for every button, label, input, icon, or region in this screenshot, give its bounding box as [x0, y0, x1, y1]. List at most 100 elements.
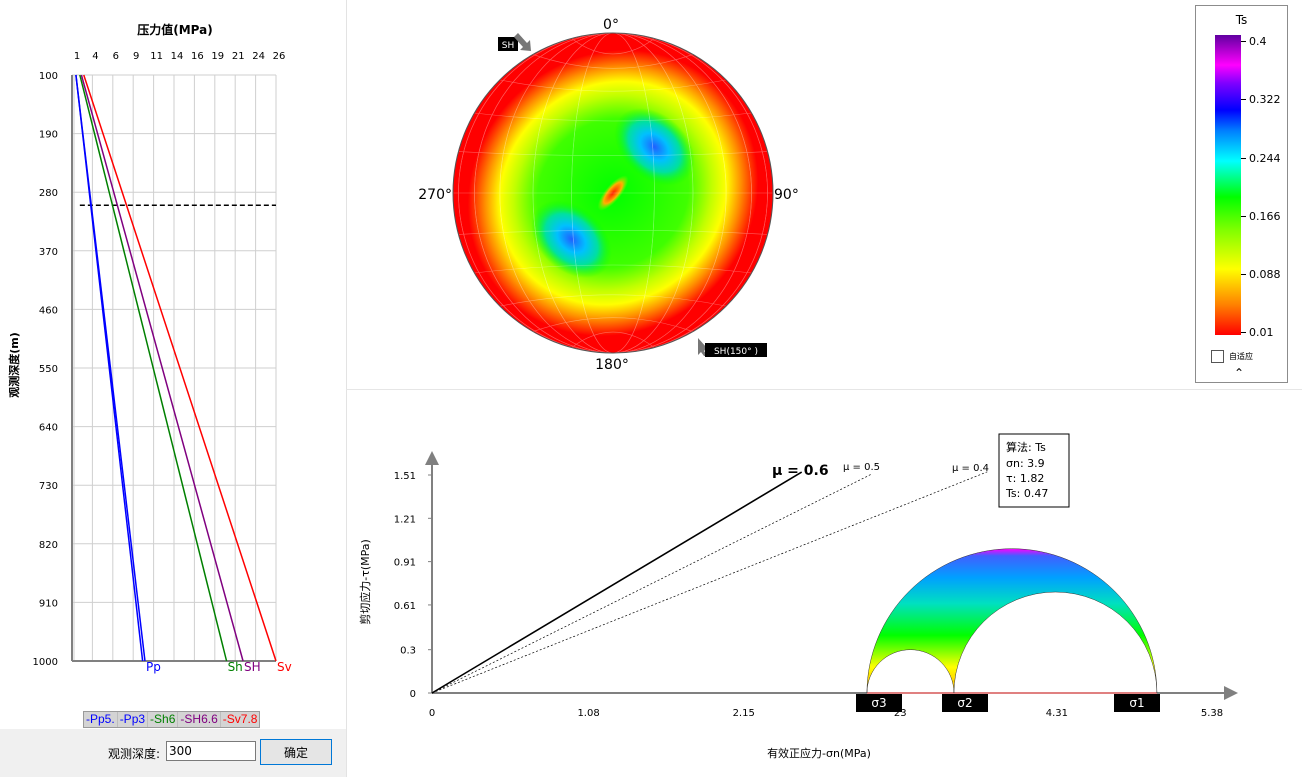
pressure-tick-labels: 1 4 6 9 11 14 16 19 21 24 26 [74, 51, 286, 62]
depth-tick-label: 280 [39, 188, 58, 199]
mohr-x-tick-label: 1.08 [577, 708, 599, 719]
colorbar-tick [1241, 332, 1246, 333]
depth-tick-label: 640 [39, 423, 58, 434]
info-tau: τ: 1.82 [1006, 472, 1044, 485]
legend-item-pp5[interactable]: -Pp5. [86, 712, 115, 726]
y-axis-arrow-icon [425, 451, 439, 465]
info-box: 算法: Ts σn: 3.9 τ: 1.82 Ts: 0.47 [998, 433, 1070, 508]
depth-tick-label: 370 [39, 247, 58, 258]
sigma2-badge: σ2 [942, 694, 988, 712]
friction-line-mu-05 [431, 473, 872, 694]
pressure-tick-label: 26 [273, 51, 286, 62]
series-end-label: Sv [277, 660, 292, 674]
series-line-sh-2 [79, 74, 228, 662]
auto-scale-label: 自适应 [1229, 352, 1253, 361]
mohr-x-axis-title: 有效正应力-σn(MPa) [767, 746, 871, 760]
depth-tick-label: 730 [39, 481, 58, 492]
info-sigma-n: σn: 3.9 [1006, 457, 1045, 470]
pressure-series [75, 74, 277, 662]
pressure-tick-label: 14 [171, 51, 184, 62]
center-high-ts-zone [597, 175, 629, 211]
small-circle [458, 229, 768, 235]
depth-tick-labels: 100 190 280 370 460 550 640 730 820 910 1000 [33, 71, 58, 668]
sh-badge [498, 37, 518, 51]
mohr-y-tick-label: 0 [410, 689, 416, 700]
legend-item-pp3[interactable]: -Pp3 [116, 712, 147, 727]
small-circle [532, 54, 694, 69]
low-ts-lobe-sw [531, 200, 612, 278]
chevron-up-icon[interactable]: ⌃ [1234, 366, 1245, 380]
series-end-label: Pp [146, 660, 161, 674]
small-circle [458, 151, 768, 157]
sh-arrow-icon [514, 33, 531, 51]
depth-tick-label: 460 [39, 305, 58, 316]
mohr-y-tick-label: 0.61 [394, 601, 416, 612]
info-ts: Ts: 0.47 [1005, 487, 1048, 500]
mu-05-label: μ = 0.5 [843, 462, 880, 473]
colorbar-tick [1241, 158, 1246, 159]
mohr-stress-region [866, 548, 1158, 694]
panel-divider [346, 389, 1302, 390]
mu-04-label: μ = 0.4 [952, 463, 989, 474]
pressure-tick-label: 24 [252, 51, 265, 62]
mohr-y-tick-label: 1.21 [394, 514, 416, 525]
pressure-tick-label: 21 [232, 51, 245, 62]
sigma1-badge: σ1 [1114, 694, 1160, 712]
depth-grid [71, 74, 277, 662]
sigma2-label: σ2 [957, 696, 972, 710]
mohr-x-tick-label: 0 [429, 708, 435, 719]
pressure-tick-label: 11 [150, 51, 163, 62]
mohr-tick-labels: 0 1.08 2.15 23 4.31 5.38 0 0.3 0.61 0.91 1.21 1.51 [394, 471, 1223, 719]
series-end-label: SH [244, 660, 261, 674]
mohr-x-tick-label: 23 [894, 708, 907, 719]
depth-input[interactable] [166, 741, 256, 761]
depth-pressure-chart: 压力值(MPa) 观测深度(m) 1 4 6 9 11 14 16 19 21 24 26 1001… [7, 22, 292, 674]
series-legend: -Pp5. -Pp3 -Sh6 -SH6.6 -Sv7.8 [83, 711, 261, 728]
south-label: 180° [595, 357, 629, 373]
legend-item-sh6[interactable]: -Sh6 [147, 712, 177, 727]
depth-input-bar: 观测深度: 确定 [0, 729, 346, 777]
colorbar-label: 0.166 [1249, 210, 1281, 223]
series-line-sv-4 [83, 74, 277, 662]
depth-tick-label: 190 [39, 130, 58, 141]
auto-scale-checkbox[interactable] [1211, 350, 1224, 363]
small-circle [532, 317, 694, 332]
colorbar-label: 0.088 [1249, 268, 1281, 281]
colorbar-tick [1241, 99, 1246, 100]
sh-150-arrow-icon [698, 338, 708, 356]
colorbar-label: 0.244 [1249, 152, 1281, 165]
friction-line-mu-06 [431, 471, 803, 694]
series-line-sh-3 [80, 74, 244, 662]
small-circle [571, 331, 655, 348]
depth-tick-label: 820 [39, 540, 58, 551]
mohr-y-tick-label: 1.51 [394, 471, 416, 482]
mu-06-label: μ = 0.6 [772, 463, 829, 479]
depth-tick-label: 1000 [33, 657, 58, 668]
friction-lines [431, 471, 988, 694]
depth-input-label: 观测深度: [108, 747, 161, 761]
depth-pressure-panel: 压力值(MPa) 观测深度(m) 1 4 6 9 11 14 16 19 21 24 26 100 1… [0, 0, 347, 777]
legend-item-sh66[interactable]: -SH6.6 [177, 712, 219, 727]
depth-tick-label: 550 [39, 364, 58, 375]
sh-label: SH [502, 41, 514, 51]
colorbar-label: 0.322 [1249, 93, 1281, 106]
small-circle [571, 38, 655, 55]
x-axis-arrow-icon [1224, 686, 1238, 700]
mohr-y-axis-title: 剪切应力-τ(MPa) [358, 539, 372, 625]
depth-tick-label: 910 [39, 598, 58, 609]
low-ts-lobe-ne [614, 108, 695, 186]
legend-item-sv78[interactable]: -Sv7.8 [219, 712, 260, 727]
colorbar-gradient [1215, 35, 1241, 335]
confirm-button[interactable]: 确定 [260, 739, 332, 765]
stereonet-outline [452, 32, 774, 354]
sigma3-badge: σ3 [856, 694, 902, 712]
small-circle [474, 112, 752, 122]
mohr-y-tick-label: 0.91 [394, 558, 416, 569]
ts-colorbar-panel: Ts 0.4 0.322 0.244 0.166 0.088 0.01 自适应 … [1195, 5, 1288, 383]
colorbar-title: Ts [1235, 13, 1248, 27]
pressure-tick-label: 9 [133, 51, 139, 62]
depth-tick-label: 100 [39, 71, 58, 82]
pressure-tick-label: 4 [92, 51, 98, 62]
sh-150-badge [705, 343, 767, 357]
sigma1-label: σ1 [1129, 696, 1144, 710]
